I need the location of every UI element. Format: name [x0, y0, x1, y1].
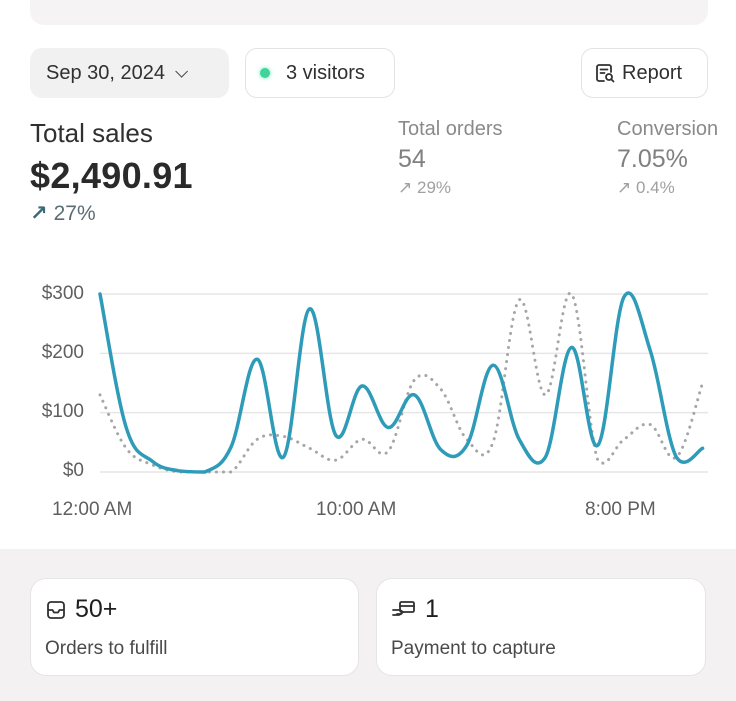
conversion-value: 7.05%	[617, 145, 688, 173]
orders-to-fulfill-label: Orders to fulfill	[45, 638, 168, 659]
trend-up-icon: ↗	[398, 178, 413, 197]
current-series-line	[98, 291, 705, 474]
y-tick-label: $300	[41, 283, 84, 304]
live-visitors-button[interactable]: 3 visitors	[245, 48, 395, 98]
total-orders-value: 54	[398, 145, 426, 173]
visitors-label: 3 visitors	[286, 61, 365, 84]
top-card	[30, 0, 708, 25]
toolbar: Sep 30, 2024 3 visitors Report	[30, 48, 708, 98]
trend-up-icon: ↗	[617, 178, 632, 197]
trend-up-icon: ↗	[30, 202, 48, 225]
orders-to-fulfill-card[interactable]: 50+ Orders to fulfill	[30, 578, 359, 676]
total-sales-metric[interactable]: Total sales $2,490.91 ↗ 27%	[30, 118, 193, 226]
payment-to-capture-label: Payment to capture	[391, 638, 556, 659]
total-sales-delta: ↗ 27%	[30, 201, 193, 226]
orders-to-fulfill-count: 50+	[75, 595, 118, 623]
report-search-icon	[596, 64, 615, 83]
payment-to-capture-card[interactable]: 1 Payment to capture	[376, 578, 706, 676]
conversion-metric[interactable]: Conversion 7.05% ↗ 0.4%	[617, 118, 718, 198]
tasks-section: 50+ Orders to fulfill 1 Payment to captu…	[0, 549, 736, 701]
y-tick-label: $0	[62, 460, 84, 481]
total-orders-delta: ↗ 29%	[398, 178, 503, 198]
comparison-series-line	[98, 291, 705, 474]
y-tick-label: $100	[41, 401, 84, 422]
total-orders-label: Total orders	[398, 118, 503, 140]
report-button[interactable]: Report	[581, 48, 708, 98]
chevron-down-icon	[175, 64, 188, 78]
x-tick-label: 8:00 PM	[585, 499, 656, 520]
x-tick-label: 12:00 AM	[52, 499, 133, 520]
payment-to-capture-count: 1	[425, 595, 439, 623]
total-sales-value: $2,490.91	[30, 155, 193, 196]
y-tick-label: $200	[41, 342, 84, 363]
total-sales-label: Total sales	[30, 118, 153, 148]
x-tick-label: 10:00 AM	[316, 499, 397, 520]
inbox-icon	[47, 600, 65, 619]
total-orders-delta-value: 29%	[416, 178, 452, 197]
conversion-delta: ↗ 0.4%	[617, 178, 718, 198]
payment-hand-icon	[392, 600, 415, 616]
total-orders-metric[interactable]: Total orders 54 ↗ 29%	[398, 118, 503, 198]
total-sales-delta-value: 27%	[53, 201, 96, 225]
date-picker-button[interactable]: Sep 30, 2024	[30, 48, 229, 98]
conversion-delta-value: 0.4%	[635, 178, 675, 197]
sales-line-chart[interactable]: $300 $200 $100 $0 12:00 AM 10:00 AM 8:00…	[0, 270, 736, 540]
live-status-dot-icon	[260, 68, 270, 78]
conversion-label: Conversion	[617, 118, 719, 140]
chart-plot-area	[98, 291, 708, 474]
date-label: Sep 30, 2024	[46, 61, 165, 84]
report-label: Report	[622, 61, 683, 84]
